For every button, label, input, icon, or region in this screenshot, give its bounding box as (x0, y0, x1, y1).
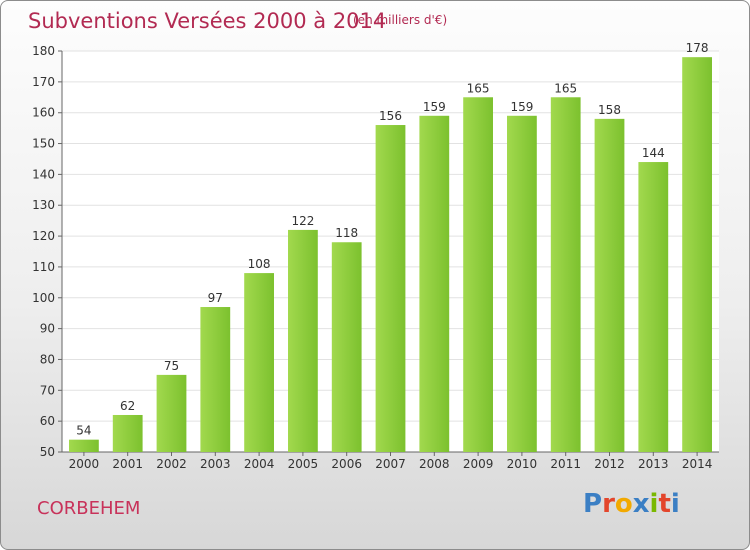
data-label: 159 (510, 100, 533, 114)
chart-title: Subventions Versées 2000 à 2014 (28, 9, 387, 33)
bar (331, 242, 362, 452)
y-tick-label: 130 (32, 198, 55, 212)
x-tick-label: 2008 (419, 457, 450, 471)
y-tick-label: 70 (40, 383, 55, 397)
data-label: 144 (642, 146, 665, 160)
x-tick-label: 2013 (638, 457, 669, 471)
brand-letter: t (658, 489, 671, 519)
bar (550, 97, 581, 453)
data-label: 158 (598, 103, 621, 117)
y-tick-label: 160 (32, 106, 55, 120)
brand-letter: P (583, 489, 603, 519)
bar (638, 162, 669, 453)
data-label: 54 (76, 424, 91, 438)
bar (200, 307, 231, 452)
place-name: CORBEHEM (37, 498, 141, 519)
x-tick-label: 2012 (594, 457, 625, 471)
y-tick-label: 180 (32, 44, 55, 58)
bar (69, 439, 99, 452)
data-label: 62 (120, 399, 135, 413)
bar (156, 374, 187, 452)
data-label: 97 (208, 291, 223, 305)
bar (594, 118, 625, 452)
bar (463, 97, 493, 453)
x-tick-label: 2003 (200, 457, 231, 471)
x-tick-label: 2011 (550, 457, 581, 471)
bar (419, 115, 450, 453)
x-tick-label: 2001 (112, 457, 143, 471)
y-tick-label: 100 (32, 291, 55, 305)
data-label: 108 (248, 257, 271, 271)
brand-letter: i (649, 489, 659, 519)
brand-letter: i (670, 489, 680, 519)
bar (112, 414, 143, 452)
bar (375, 125, 406, 453)
x-tick-label: 2010 (507, 457, 538, 471)
data-label: 178 (686, 41, 709, 55)
x-tick-label: 2000 (69, 457, 100, 471)
x-tick-label: 2006 (331, 457, 362, 471)
x-tick-label: 2007 (375, 457, 406, 471)
data-label: 159 (423, 100, 446, 114)
y-tick-label: 60 (40, 414, 55, 428)
y-tick-label: 50 (40, 445, 55, 459)
y-tick-label: 120 (32, 229, 55, 243)
y-tick-label: 80 (40, 352, 55, 366)
x-tick-label: 2004 (244, 457, 275, 471)
y-tick-label: 140 (32, 167, 55, 181)
data-label: 156 (379, 109, 402, 123)
brand-letter: r (602, 489, 615, 519)
bar (682, 57, 712, 453)
data-label: 122 (291, 214, 314, 228)
y-tick-label: 150 (32, 137, 55, 151)
x-tick-label: 2002 (156, 457, 187, 471)
bar (244, 273, 274, 452)
x-tick-label: 2014 (682, 457, 713, 471)
data-label: 165 (554, 81, 577, 95)
bar (288, 229, 318, 452)
y-tick-label: 170 (32, 75, 55, 89)
data-label: 75 (164, 359, 179, 373)
chart-subtitle: (en milliers d'€) (353, 13, 448, 27)
x-tick-label: 2009 (463, 457, 494, 471)
brand-logo: Proxiti (583, 489, 680, 519)
x-tick-label: 2005 (288, 457, 319, 471)
brand-letter: x (632, 489, 650, 519)
brand-letter: o (614, 489, 633, 519)
y-tick-label: 110 (32, 260, 55, 274)
y-tick-label: 90 (40, 322, 55, 336)
data-label: 165 (467, 81, 490, 95)
bar (507, 115, 537, 453)
data-label: 118 (335, 226, 358, 240)
